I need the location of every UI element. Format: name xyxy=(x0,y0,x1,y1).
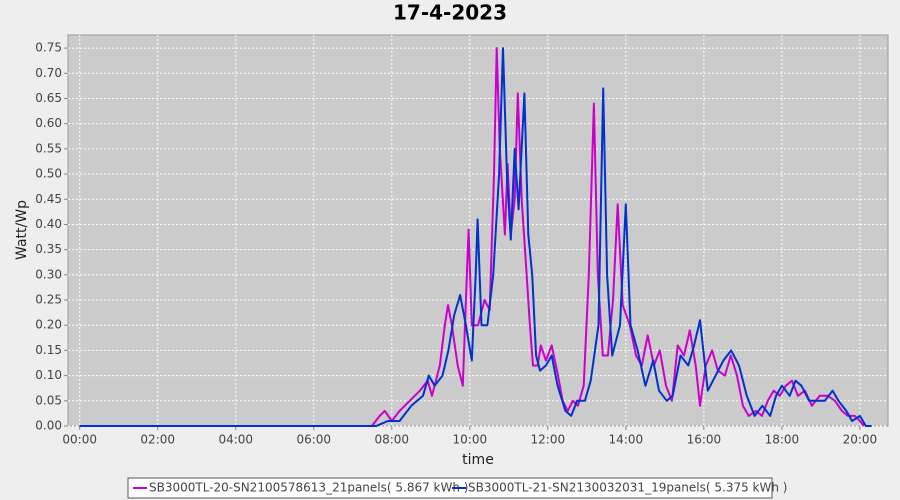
x-tick-label: 12:00 xyxy=(531,433,566,447)
x-tick-label: 08:00 xyxy=(374,433,409,447)
y-tick-label: 0.75 xyxy=(35,41,62,55)
y-axis-label: Watt/Wp xyxy=(14,200,30,260)
y-tick-label: 0.05 xyxy=(35,393,62,407)
x-tick-label: 06:00 xyxy=(296,433,331,447)
y-tick-label: 0.55 xyxy=(35,141,62,155)
y-tick-label: 0.50 xyxy=(35,167,62,181)
x-tick-label: 04:00 xyxy=(218,433,253,447)
y-tick-label: 0.25 xyxy=(35,293,62,307)
y-tick-label: 0.60 xyxy=(35,116,62,130)
x-tick-label: 20:00 xyxy=(843,433,878,447)
y-tick-label: 0.70 xyxy=(35,66,62,80)
x-tick-label: 18:00 xyxy=(765,433,800,447)
y-tick-label: 0.40 xyxy=(35,217,62,231)
y-tick-label: 0.30 xyxy=(35,267,62,281)
y-tick-label: 0.10 xyxy=(35,368,62,382)
x-tick-label: 16:00 xyxy=(687,433,722,447)
legend-label: SB3000TL-20-SN2100578613_21panels( 5.867… xyxy=(149,481,468,495)
y-tick-label: 0.35 xyxy=(35,242,62,256)
series-line xyxy=(79,47,865,427)
x-tick-label: 00:00 xyxy=(62,433,97,447)
legend-label: SB3000TL-21-SN2130032031_19panels( 5.375… xyxy=(468,481,787,495)
chart-title: 17-4-2023 xyxy=(393,1,507,25)
x-tick-label: 14:00 xyxy=(609,433,644,447)
y-tick-label: 0.45 xyxy=(35,192,62,206)
x-axis-label: time xyxy=(462,452,494,468)
x-tick-label: 10:00 xyxy=(453,433,488,447)
legend xyxy=(127,477,773,499)
series-line xyxy=(79,47,872,427)
y-tick-label: 0.20 xyxy=(35,318,62,332)
y-tick-label: 0.15 xyxy=(35,343,62,357)
y-tick-label: 0.65 xyxy=(35,91,62,105)
x-tick-label: 02:00 xyxy=(140,433,175,447)
y-tick-label: 0.00 xyxy=(35,419,62,433)
